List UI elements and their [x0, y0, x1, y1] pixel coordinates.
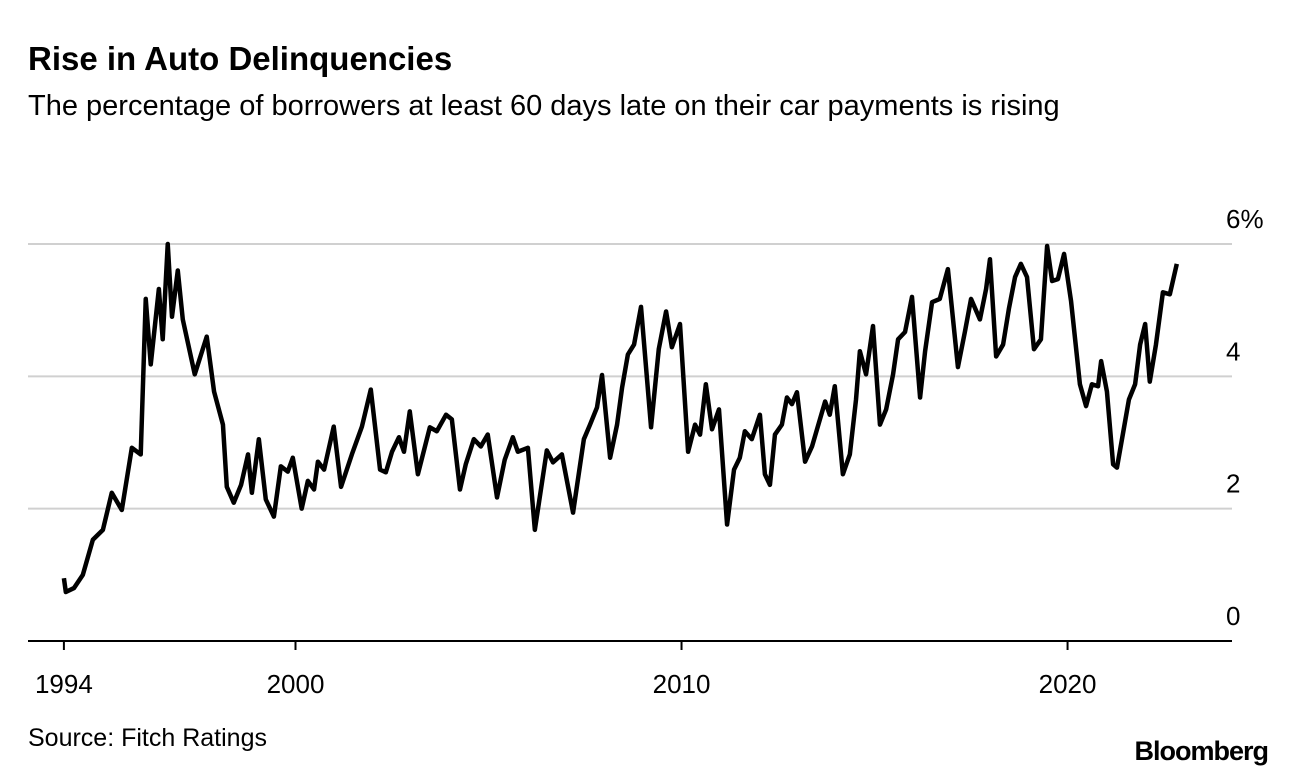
- brand: Bloomberg: [1134, 736, 1269, 766]
- x-tick-label: 2010: [653, 669, 711, 699]
- y-tick-label: 0: [1226, 601, 1240, 631]
- y-tick-label: 4: [1226, 336, 1240, 366]
- x-tick-label: 2020: [1039, 669, 1097, 699]
- data-line: [61, 241, 1179, 595]
- chart-title: Rise in Auto Delinquencies: [28, 40, 453, 77]
- y-tick-label: 2: [1226, 469, 1240, 499]
- source: Source: Fitch Ratings: [28, 724, 267, 752]
- x-tick-label: 2000: [267, 669, 325, 699]
- chart-subtitle: The percentage of borrowers at least 60 …: [28, 90, 1060, 122]
- y-tick-label: 6%: [1226, 204, 1264, 234]
- x-tick-label: 1994: [35, 669, 93, 699]
